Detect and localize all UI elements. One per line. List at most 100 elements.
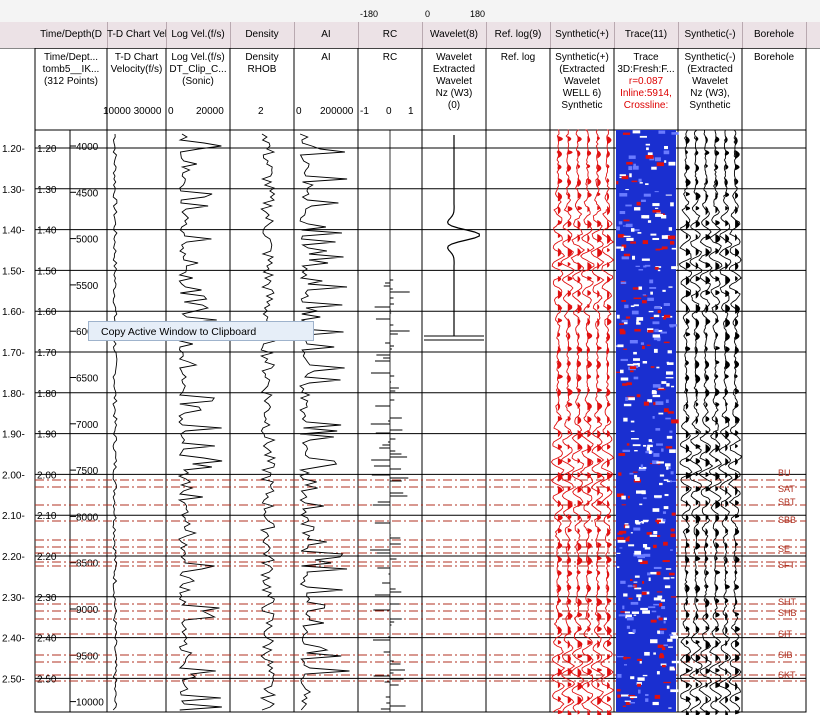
track-header-line: 3D:Fresh:F... — [617, 64, 675, 75]
synthetic-pos-wiggle-lobe — [557, 514, 563, 522]
synthetic-pos-wiggle-lobe — [597, 682, 600, 689]
trace-sample — [642, 519, 649, 522]
synthetic-pos-wiggle-lobe — [587, 682, 590, 688]
trace-sample — [652, 321, 660, 325]
synthetic-neg-wiggle-lobe — [725, 486, 728, 496]
ai-scale-max: 200000 — [320, 106, 354, 117]
synthetic-neg-wiggle-lobe — [735, 206, 738, 215]
synthetic-neg-wiggle-lobe — [725, 234, 730, 244]
trace-sample — [651, 610, 657, 613]
synthetic-neg-wiggle-lobe — [685, 598, 688, 607]
synthetic-pos-wiggle-lobe — [597, 598, 603, 607]
synthetic-neg-wiggle-lobe — [685, 164, 690, 172]
trace-sample — [617, 532, 623, 535]
trace-sample — [650, 233, 657, 236]
tab-trace[interactable]: Trace(11) — [614, 22, 679, 48]
tab-ai[interactable]: AI — [294, 22, 359, 48]
trace-sample — [641, 591, 647, 595]
synthetic-pos-wiggle-lobe — [567, 416, 571, 422]
trace-sample — [638, 286, 643, 290]
synthetic-neg-wiggle-lobe — [695, 486, 701, 492]
depth-label: 6500 — [76, 374, 99, 385]
trace-sample — [653, 336, 661, 341]
tab-rc[interactable]: RC — [358, 22, 423, 48]
trace-sample — [663, 620, 666, 624]
trace-sample — [658, 412, 664, 415]
tab-synth-pos[interactable]: Synthetic(+) — [550, 22, 615, 48]
trace-sample — [632, 471, 638, 473]
trace-sample — [631, 437, 639, 440]
synthetic-neg-wiggle-lobe — [735, 276, 738, 281]
trace-sample — [667, 638, 673, 642]
track-header-logvel: Log Vel.(f/s) DT_Clip_C... (Sonic) — [166, 52, 230, 88]
trace-sample — [650, 317, 654, 319]
synthetic-pos-wiggle-lobe — [597, 500, 603, 506]
synthetic-neg-wiggle-lobe — [695, 570, 699, 576]
synthetic-pos-wiggle-lobe — [577, 178, 582, 188]
trace-sample — [626, 161, 633, 165]
td-chart-curve — [112, 133, 118, 711]
synthetic-neg-wiggle — [678, 129, 693, 713]
synthetic-neg-wiggle-lobe — [715, 626, 720, 633]
synthetic-pos-wiggle-lobe — [597, 318, 600, 328]
trace-sample — [634, 477, 640, 481]
trace-sample — [629, 702, 635, 704]
time-label-inner: 2.50 — [37, 674, 57, 685]
trace-sample — [633, 581, 638, 583]
tab-td-chart[interactable]: T-D Chart Velocity(f/s) — [107, 22, 167, 48]
copy-window-menu-item[interactable]: Copy Active Window to Clipboard — [88, 321, 314, 341]
tab-reflog[interactable]: Ref. log(9) — [486, 22, 551, 48]
trace-sample — [659, 603, 663, 607]
synthetic-pos-wiggle-lobe — [577, 304, 582, 314]
synthetic-pos-wiggle-lobe — [567, 206, 573, 212]
trace-sample — [646, 446, 651, 451]
synthetic-pos-wiggle-lobe — [607, 164, 610, 170]
synthetic-pos-wiggle-lobe — [607, 668, 612, 677]
synthetic-pos-wiggle-lobe — [557, 150, 562, 159]
synthetic-pos-wiggle-lobe — [557, 262, 563, 267]
trace-sample — [628, 631, 635, 634]
trace-sample — [633, 358, 640, 361]
synthetic-pos-wiggle-lobe — [587, 164, 591, 169]
trace-sample — [622, 132, 631, 135]
tab-density[interactable]: Density — [230, 22, 295, 48]
synthetic-neg-wiggle-lobe — [705, 500, 708, 507]
synthetic-neg-wiggle-lobe — [715, 234, 721, 244]
synthetic-neg-wiggle-lobe — [685, 290, 691, 298]
track-header-line: Wavelet — [692, 76, 728, 87]
synthetic-pos-wiggle-lobe — [567, 500, 573, 510]
trace-sample — [660, 663, 667, 666]
tab-logvel[interactable]: Log Vel.(f/s) — [166, 22, 231, 48]
time-label-left: 2.00- — [2, 470, 25, 481]
synthetic-pos-wiggle-lobe — [607, 570, 610, 580]
synthetic-pos-wiggle-lobe — [567, 640, 571, 649]
trace-sample — [657, 310, 661, 314]
trace-sample — [623, 403, 632, 407]
trace-sample — [648, 450, 652, 454]
synthetic-neg-wiggle-lobe — [735, 332, 740, 341]
trace-sample — [630, 228, 635, 232]
synthetic-pos-wiggle-lobe — [607, 206, 611, 216]
synthetic-pos-wiggle-lobe — [597, 570, 601, 576]
trace-sample — [618, 614, 626, 617]
tab-borehole[interactable]: Borehole — [742, 22, 807, 48]
synthetic-pos-wiggle-lobe — [587, 346, 590, 355]
synthetic-neg-wiggle-lobe — [715, 304, 719, 311]
trace-sample — [634, 550, 642, 555]
synthetic-pos-wiggle-lobe — [607, 696, 611, 703]
depth-label: 6000 — [76, 327, 99, 338]
trace-sample — [640, 607, 648, 611]
trace-sample — [639, 560, 648, 565]
synthetic-neg-wiggle-lobe — [695, 668, 699, 675]
synthetic-pos-wiggle-lobe — [567, 430, 571, 435]
synthetic-neg-wiggle-lobe — [685, 150, 688, 155]
tab-wavelet[interactable]: Wavelet(8) — [422, 22, 487, 48]
synthetic-pos-wiggle-lobe — [577, 234, 581, 243]
tab-synth-neg[interactable]: Synthetic(-) — [678, 22, 743, 48]
synthetic-neg-wiggle-lobe — [725, 542, 728, 550]
trace-sample — [616, 493, 624, 497]
synthetic-pos-wiggle-lobe — [587, 486, 591, 494]
trace-sample — [642, 581, 645, 584]
tab-timedepth[interactable]: Time/Depth(D — [35, 22, 108, 48]
trace-sample — [620, 694, 629, 697]
